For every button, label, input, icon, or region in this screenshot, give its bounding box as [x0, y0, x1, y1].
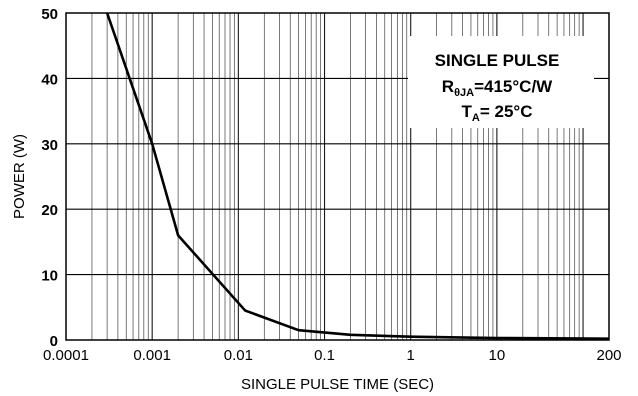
annotation-line-2: RθJA=415°C/W — [442, 77, 553, 99]
y-tick-label: 20 — [41, 202, 58, 219]
series-curve — [105, 12, 610, 340]
y-tick-label: 40 — [41, 71, 58, 88]
x-tick-label: 0.0001 — [43, 347, 89, 364]
grid-lines — [66, 13, 609, 340]
annotation-line-3-rest: = 25°C — [480, 102, 533, 121]
annotation-line-2-main: R — [442, 77, 454, 96]
y-tick-label: 10 — [41, 268, 58, 285]
x-tick-label: 10 — [489, 347, 506, 364]
x-axis-label: SINGLE PULSE TIME (SEC) — [241, 376, 434, 393]
x-tick-label: 0.001 — [133, 347, 171, 364]
tick-labels: 0.0001 0.001 0.01 0.1 1 10 200 0 10 20 30 40 50 — [41, 6, 621, 364]
y-tick-label: 0 — [50, 333, 58, 350]
x-tick-label: 1 — [407, 347, 415, 364]
plot-frame — [65, 12, 610, 341]
annotation-line-3: TA= 25°C — [462, 102, 533, 124]
annotation-box — [408, 36, 594, 128]
x-tick-label: 200 — [596, 347, 621, 364]
annotation-line-3-sub: A — [472, 112, 480, 124]
x-tick-label: 0.1 — [314, 347, 335, 364]
y-tick-label: 50 — [41, 6, 58, 23]
series-line — [105, 12, 610, 340]
annotation-line-1: SINGLE PULSE — [435, 51, 560, 70]
y-tick-label: 30 — [41, 137, 58, 154]
annotation-line-2-rest: =415°C/W — [474, 77, 553, 96]
y-axis-label: POWER (W) — [11, 134, 28, 219]
annotation-line-3-main: T — [462, 102, 473, 121]
annotation-line-2-sub: θJA — [454, 87, 474, 99]
x-tick-label: 0.01 — [224, 347, 253, 364]
